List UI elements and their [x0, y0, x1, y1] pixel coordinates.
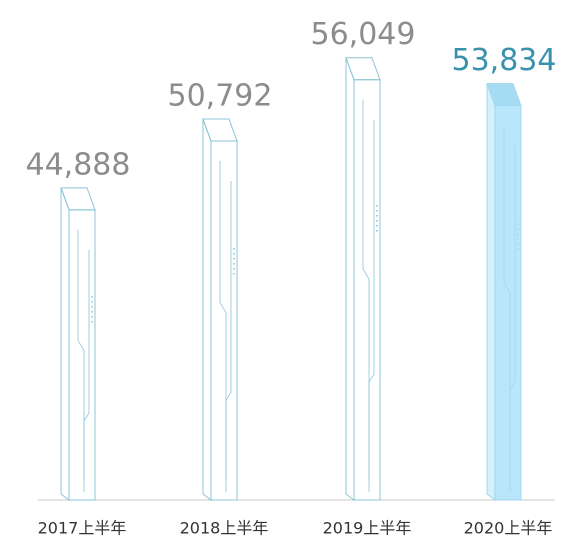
x-tick-label: 2019上半年 [323, 519, 412, 538]
circuit-dot [233, 268, 235, 270]
bar-top [346, 58, 380, 80]
bar [211, 141, 237, 500]
circuit-dot [91, 311, 93, 313]
circuit-line [84, 250, 89, 492]
value-label: 53,834 [452, 43, 557, 78]
circuit-dot [233, 253, 235, 255]
value-label: 50,792 [168, 79, 273, 114]
bar-group [487, 84, 521, 500]
circuit-dot [376, 220, 378, 222]
bar-group [346, 58, 380, 500]
bar-group [203, 119, 237, 500]
circuit-dot [517, 223, 519, 225]
circuit-line [78, 230, 84, 480]
circuit-dot [91, 306, 93, 308]
circuit-dot [91, 301, 93, 303]
circuit-dot [517, 233, 519, 235]
circuit-dot [233, 258, 235, 260]
bar-side [203, 119, 211, 500]
circuit-dot [233, 263, 235, 265]
bar-group [61, 188, 95, 500]
bar-top [61, 188, 95, 210]
value-label: 56,049 [311, 17, 416, 52]
circuit-dot [517, 243, 519, 245]
circuit-dot [517, 228, 519, 230]
circuit-dot [376, 230, 378, 232]
circuit-dot [517, 238, 519, 240]
x-tick-label: 2018上半年 [180, 519, 269, 538]
circuit-line [363, 100, 369, 480]
circuit-dot [517, 248, 519, 250]
circuit-dot [376, 225, 378, 227]
circuit-dot [376, 210, 378, 212]
bar [354, 80, 380, 500]
bar [495, 106, 521, 500]
bar [69, 210, 95, 500]
chart: 44,888 2017上半年 50,792 2018上半年 56,049 2019上半年 5… [0, 0, 566, 542]
circuit-dot [91, 321, 93, 323]
circuit-dot [233, 273, 235, 275]
circuit-dot [376, 205, 378, 207]
circuit-dot [91, 316, 93, 318]
circuit-line [369, 120, 374, 492]
circuit-dot [233, 248, 235, 250]
value-label: 44,888 [26, 147, 131, 182]
circuit-dot [91, 296, 93, 298]
x-tick-label: 2017上半年 [38, 519, 127, 538]
bar-top [203, 119, 237, 141]
x-tick-label: 2020上半年 [464, 519, 553, 538]
bar-side [61, 188, 69, 500]
bar-side [346, 58, 354, 500]
bar-side [487, 84, 495, 500]
circuit-line [226, 181, 231, 492]
circuit-dot [376, 215, 378, 217]
circuit-line [220, 161, 226, 480]
